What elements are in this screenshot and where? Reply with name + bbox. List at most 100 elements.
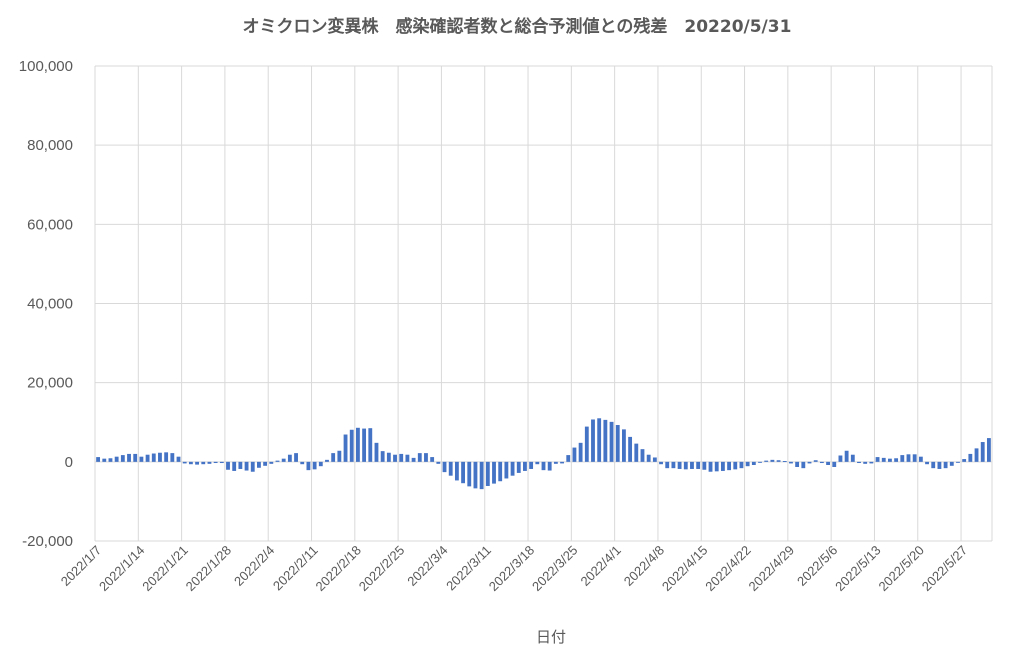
y-tick-label: 0 xyxy=(65,454,73,471)
bar xyxy=(541,461,546,471)
bar xyxy=(745,461,750,467)
bar xyxy=(640,449,645,462)
bar xyxy=(219,461,224,464)
bar xyxy=(826,461,830,465)
bar xyxy=(949,461,954,466)
bar xyxy=(609,421,614,462)
bar xyxy=(96,457,101,462)
bar xyxy=(232,461,237,471)
bar xyxy=(906,454,911,462)
bar xyxy=(912,454,917,462)
bar xyxy=(120,455,125,462)
bar xyxy=(362,428,367,462)
x-tick-label: 2022/5/27 xyxy=(919,543,971,595)
bar xyxy=(720,461,725,471)
bar xyxy=(813,460,818,462)
bar xyxy=(504,461,509,479)
bar xyxy=(770,459,775,462)
bar xyxy=(708,461,713,472)
bar xyxy=(393,454,397,462)
bar xyxy=(832,461,837,467)
bar xyxy=(374,442,379,462)
bar xyxy=(603,419,608,462)
x-tick-label: 2022/3/18 xyxy=(486,543,538,595)
bar xyxy=(683,461,688,470)
x-tick-label: 2022/4/1 xyxy=(577,543,623,589)
bar xyxy=(634,443,639,462)
bar xyxy=(294,453,298,462)
bar xyxy=(318,461,323,467)
bar xyxy=(560,461,564,464)
bar xyxy=(368,428,373,462)
y-tick-label: 100,000 xyxy=(19,58,73,75)
bar xyxy=(535,461,540,465)
y-tick-label: 40,000 xyxy=(27,296,73,313)
y-tick-label: 80,000 xyxy=(27,137,73,154)
bar xyxy=(380,451,385,462)
bar xyxy=(819,461,824,464)
bar xyxy=(479,461,484,490)
x-tick-label: 2022/1/14 xyxy=(96,543,148,595)
bar xyxy=(411,457,416,462)
bar xyxy=(727,461,732,471)
bar xyxy=(145,454,150,462)
bar xyxy=(628,436,633,462)
bar xyxy=(615,425,620,462)
bar xyxy=(498,461,503,482)
bar xyxy=(986,438,991,462)
bar xyxy=(467,461,472,487)
bar xyxy=(677,461,682,469)
y-tick-label: -20,000 xyxy=(22,533,73,550)
bar xyxy=(968,453,973,462)
bar xyxy=(275,460,280,462)
bar xyxy=(931,461,936,469)
bar xyxy=(269,461,274,464)
bar xyxy=(875,457,880,462)
bar xyxy=(597,418,602,462)
bar xyxy=(176,456,181,462)
bar xyxy=(473,461,478,489)
bar xyxy=(962,459,967,462)
bar xyxy=(894,458,899,462)
bar xyxy=(925,461,929,465)
bar xyxy=(312,461,317,470)
bar xyxy=(442,461,447,473)
bar xyxy=(417,453,422,462)
bar xyxy=(776,460,781,462)
x-tick-label: 2022/1/21 xyxy=(139,543,191,595)
x-tick-label: 2022/3/11 xyxy=(443,543,494,594)
x-tick-label: 2022/4/29 xyxy=(746,543,798,595)
bar xyxy=(733,461,738,470)
bar xyxy=(646,454,651,462)
bar xyxy=(881,457,886,462)
bar xyxy=(331,453,336,462)
bar xyxy=(281,458,286,462)
bar xyxy=(337,450,342,462)
bar xyxy=(164,452,169,462)
bar xyxy=(201,461,206,465)
bar-layer xyxy=(96,418,991,490)
bar xyxy=(238,461,243,469)
bar xyxy=(510,461,515,476)
bar xyxy=(943,461,948,469)
bar xyxy=(591,419,595,462)
bar xyxy=(622,429,626,462)
bar xyxy=(807,461,812,464)
bar xyxy=(108,458,113,462)
bar xyxy=(714,461,719,472)
bar xyxy=(325,459,329,462)
bar xyxy=(572,447,577,462)
bar xyxy=(974,448,979,462)
bar xyxy=(850,454,855,462)
x-tick-label: 2022/4/22 xyxy=(702,543,754,595)
bar xyxy=(300,461,305,465)
y-tick-label: 20,000 xyxy=(27,375,73,392)
bar xyxy=(139,456,144,462)
chart-title: オミクロン変異株 感染確認者数と総合予測値との残差 20220/5/31 xyxy=(243,16,792,37)
bar xyxy=(250,461,255,472)
bar xyxy=(127,453,131,462)
bar xyxy=(888,458,892,462)
bar xyxy=(659,461,663,465)
y-axis-tick-labels: -20,000 0 20,000 40,000 60,000 80,000 100,000 xyxy=(19,58,73,550)
